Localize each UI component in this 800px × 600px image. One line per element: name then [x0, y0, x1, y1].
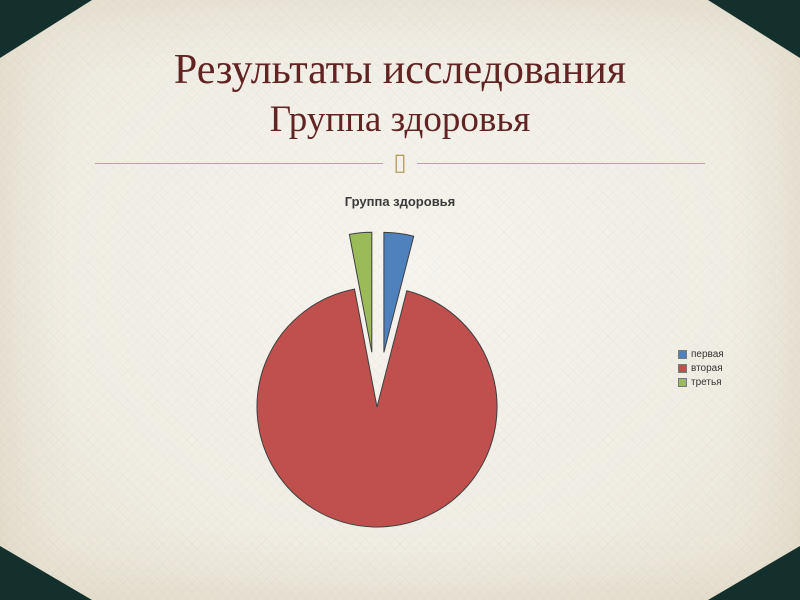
legend-label: первая: [691, 349, 724, 360]
pie-plot: [256, 231, 498, 528]
chart-title: Группа здоровья: [344, 194, 456, 209]
slide-subtitle: Группа здоровья: [269, 98, 531, 140]
pie-slice-третья: [348, 231, 373, 353]
slide-title: Результаты исследования: [173, 47, 627, 93]
legend-label: вторая: [691, 363, 723, 374]
divider-ornament-icon: ▯: [393, 149, 407, 176]
legend-swatch-icon: [678, 350, 687, 359]
legend-item-вторая: вторая: [678, 363, 724, 374]
pie-slice-вторая: [256, 288, 498, 528]
corner-decoration-bottom-right: [708, 546, 800, 600]
divider-line-right: [416, 162, 705, 164]
legend-swatch-icon: [678, 364, 687, 373]
divider-line-left: [95, 162, 384, 164]
title-block: Результаты исследования Группа здоровья: [40, 44, 760, 143]
corner-decoration-bottom-left: [0, 546, 92, 600]
chart-legend: первая вторая третья: [678, 349, 724, 388]
legend-swatch-icon: [678, 378, 687, 387]
legend-item-первая: первая: [678, 349, 724, 360]
pie-slice-первая: [383, 231, 415, 353]
title-divider: ▯: [95, 150, 705, 176]
legend-label: третья: [691, 377, 722, 388]
legend-item-третья: третья: [678, 377, 724, 388]
